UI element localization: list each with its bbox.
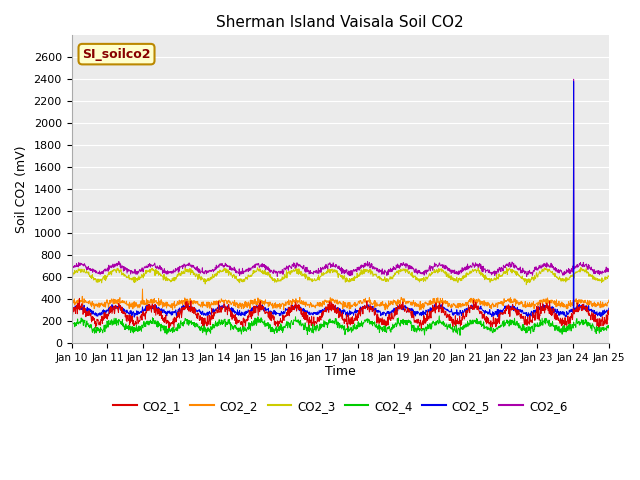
Legend: CO2_1, CO2_2, CO2_3, CO2_4, CO2_5, CO2_6: CO2_1, CO2_2, CO2_3, CO2_4, CO2_5, CO2_6 <box>108 395 572 417</box>
Text: SI_soilco2: SI_soilco2 <box>83 48 151 60</box>
Title: Sherman Island Vaisala Soil CO2: Sherman Island Vaisala Soil CO2 <box>216 15 464 30</box>
X-axis label: Time: Time <box>324 365 355 378</box>
Y-axis label: Soil CO2 (mV): Soil CO2 (mV) <box>15 145 28 233</box>
